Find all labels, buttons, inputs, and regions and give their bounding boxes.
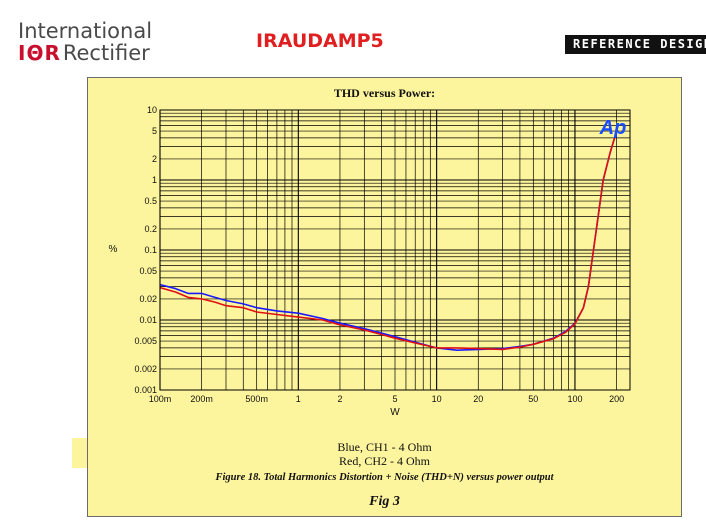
company-logo: International IΘR Rectifier — [18, 20, 152, 64]
x-tick-label: 100m — [149, 394, 172, 404]
x-axis-label: W — [390, 407, 400, 418]
y-tick-label: 0.02 — [139, 294, 157, 304]
company-name-line2: Rectifier — [62, 41, 150, 65]
figure-caption: Figure 18. Total Harmonics Distortion + … — [215, 472, 554, 483]
y-tick-labels: 0.001 0.002 0.005 0.01 0.02 0.05 0.1 0.2 0.5 1 2 5 1… — [134, 105, 157, 395]
y-tick-label: 1 — [152, 175, 157, 185]
y-axis-label: % — [109, 244, 118, 255]
x-tick-label: 500m — [245, 394, 268, 404]
plot-frame — [159, 109, 631, 391]
x-tick-label: 50 — [528, 394, 538, 404]
series-layer — [159, 130, 618, 351]
chart-title: THD versus Power: — [334, 86, 435, 100]
ior-logo-mark: IΘR — [18, 41, 61, 65]
reference-design-banner: REFERENCE DESIGN — [565, 35, 706, 54]
x-tick-labels: 100m 200m 500m 1 2 5 10 20 50 100 200 — [149, 394, 624, 404]
y-tick-label: 0.2 — [144, 224, 157, 234]
y-tick-label: 5 — [152, 126, 157, 136]
x-tick-label: 2 — [337, 394, 342, 404]
x-tick-label: 10 — [432, 394, 442, 404]
y-tick-label: 0.001 — [134, 385, 157, 395]
x-tick-label: 100 — [567, 394, 582, 404]
x-tick-label: 1 — [296, 394, 301, 404]
company-name-line1: International — [18, 19, 153, 43]
y-tick-label: 2 — [152, 154, 157, 164]
x-tick-label: 200m — [190, 394, 213, 404]
y-tick-label: 10 — [147, 105, 157, 115]
x-tick-label: 200 — [609, 394, 624, 404]
figure-label: Fig 3 — [369, 494, 400, 509]
x-tick-label: 5 — [392, 394, 397, 404]
y-tick-label: 0.01 — [139, 315, 157, 325]
y-tick-label: 0.002 — [134, 364, 157, 374]
legend-red: Red, CH2 - 4 Ohm — [339, 454, 430, 468]
series-line-ch2-red — [159, 130, 618, 351]
y-tick-label: 0.005 — [134, 336, 157, 346]
y-tick-label: 0.1 — [144, 245, 157, 255]
y-tick-label: 0.5 — [144, 196, 157, 206]
legend-blue: Blue, CH1 - 4 Ohm — [337, 440, 432, 454]
y-tick-label: 0.05 — [139, 266, 157, 276]
ap-logo: Ap — [599, 117, 627, 139]
x-tick-label: 20 — [473, 394, 483, 404]
document-title: IRAUDAMP5 — [256, 30, 384, 52]
